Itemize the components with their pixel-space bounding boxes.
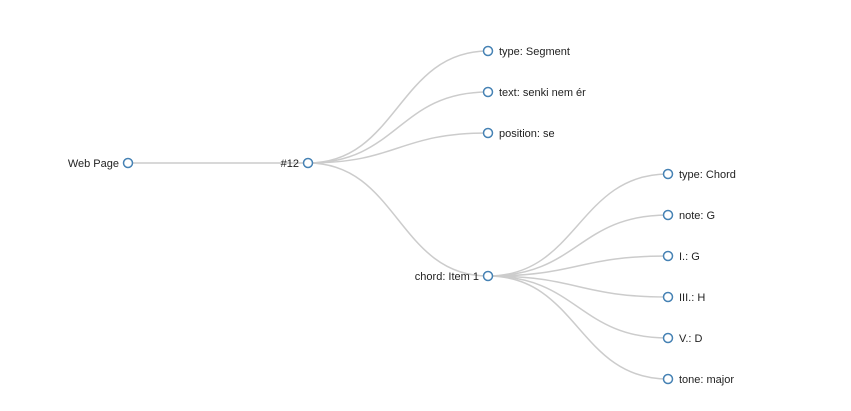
link-chord-to-v [487,275,669,339]
node-label-type-segment: type: Segment [499,46,570,58]
link-12-to-text [307,91,489,164]
link-chord-to-i [487,255,669,277]
tree-node-i[interactable]: I.: G [662,250,700,263]
node-circle-v[interactable] [662,332,674,344]
tree-links [128,50,669,380]
link-chord-to-type-chord [487,173,669,277]
tree-node-note[interactable]: note: G [662,209,716,222]
tree-node-chord-item[interactable]: chord: Item 1 [415,270,494,283]
link-chord-to-iii [487,275,669,298]
node-label-i: I.: G [679,251,700,263]
link-chord-to-tone [487,275,669,380]
node-label-type-chord: type: Chord [679,169,736,181]
node-label-text: text: senki nem ér [499,87,586,99]
link-12-to-chord-item [307,162,489,277]
node-circle-iii[interactable] [662,291,674,303]
link-12-to-type-segment [307,50,489,164]
node-label-v: V.: D [679,333,702,345]
tree-node-iii[interactable]: III.: H [662,291,706,304]
tree-node-type-chord[interactable]: type: Chord [662,168,736,181]
tree-node-type-segment[interactable]: type: Segment [482,45,570,58]
node-circle-chord-item[interactable] [482,270,494,282]
node-circle-web-page[interactable] [122,157,134,169]
tree-node-position[interactable]: position: se [482,127,555,140]
tree-node-v[interactable]: V.: D [662,332,703,345]
node-circle-type-segment[interactable] [482,45,494,57]
tree-node-tone[interactable]: tone: major [662,373,735,386]
node-circle-type-chord[interactable] [662,168,674,180]
node-label-tone: tone: major [679,374,734,386]
node-label-iii: III.: H [679,292,705,304]
tree-node-web-page[interactable]: Web Page [68,157,134,170]
node-circle-12[interactable] [302,157,314,169]
link-chord-to-note [487,214,669,277]
node-label-note: note: G [679,210,715,222]
node-label-position: position: se [499,128,555,140]
tree-node-text[interactable]: text: senki nem ér [482,86,587,99]
node-circle-note[interactable] [662,209,674,221]
tree-node-12[interactable]: #12 [281,157,314,170]
node-circle-position[interactable] [482,127,494,139]
link-12-to-position [307,132,489,164]
node-label-chord-item: chord: Item 1 [415,271,479,283]
node-circle-i[interactable] [662,250,674,262]
node-circle-tone[interactable] [662,373,674,385]
node-label-web-page: Web Page [68,158,119,170]
node-circle-text[interactable] [482,86,494,98]
node-label-12: #12 [281,158,299,170]
